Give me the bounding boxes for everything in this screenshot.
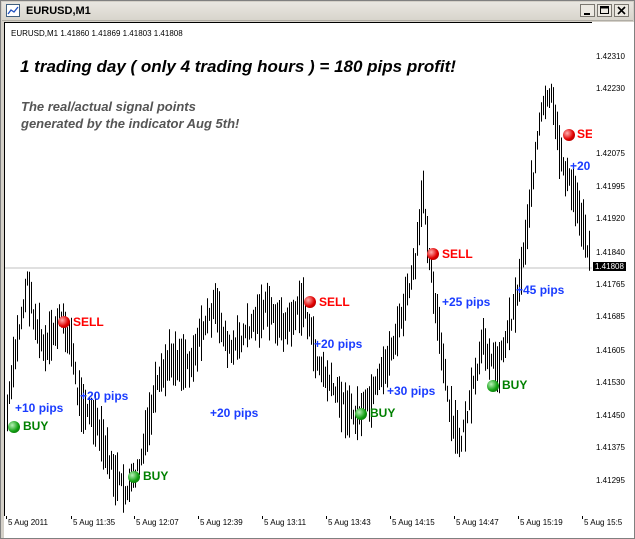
ohlc-readout: EURUSD,M1 1.41860 1.41869 1.41803 1.4180… — [11, 29, 183, 38]
sell-signal-icon — [58, 316, 70, 328]
sell-signal-label: SELL — [319, 295, 350, 309]
price-axis: 1.42310 1.42230 1.42075 1.41995 1.41920 … — [592, 22, 634, 516]
buy-signal-icon — [8, 421, 20, 433]
sell-signal-icon — [563, 129, 575, 141]
price-axis-label: 1.41375 — [596, 443, 625, 452]
time-axis-label: 5 Aug 13:43 — [328, 518, 371, 527]
buy-signal-label: BUY — [370, 406, 396, 420]
time-axis-label: 5 Aug 14:47 — [456, 518, 499, 527]
pips-label: +20 pips — [210, 406, 259, 420]
minimize-button[interactable] — [580, 4, 595, 17]
price-axis-label: 1.41295 — [596, 476, 625, 485]
buy-signal-label: BUY — [502, 378, 528, 392]
sell-signal-label: SELL — [73, 315, 104, 329]
close-button[interactable] — [614, 4, 629, 17]
note-line-1: The real/actual signal points — [21, 99, 196, 114]
pips-label: +10 pips — [15, 401, 64, 415]
ohlc-bars — [5, 83, 592, 513]
price-axis-label: 1.41840 — [596, 248, 625, 257]
time-axis-label: 5 Aug 11:35 — [73, 518, 116, 527]
time-axis-label: 5 Aug 2011 — [8, 518, 48, 527]
note-line-2: generated by the indicator Aug 5th! — [21, 116, 240, 131]
time-axis: 5 Aug 2011 5 Aug 11:35 5 Aug 12:07 5 Aug… — [4, 516, 634, 538]
maximize-icon — [600, 6, 609, 14]
maximize-button[interactable] — [597, 4, 612, 17]
price-axis-label: 1.42075 — [596, 149, 625, 158]
price-axis-label: 1.41995 — [596, 182, 625, 191]
buy-signal-icon — [355, 408, 367, 420]
price-axis-label: 1.41765 — [596, 280, 625, 289]
price-axis-label: 1.41685 — [596, 312, 625, 321]
sell-signal-label: SELL — [442, 247, 473, 261]
pips-label: +20 pips — [80, 389, 129, 403]
price-axis-label: 1.41920 — [596, 214, 625, 223]
current-price-label: 1.41808 — [593, 262, 626, 271]
price-axis-label: 1.41605 — [596, 346, 625, 355]
pips-label: +25 pips — [442, 295, 491, 309]
close-icon — [617, 6, 626, 15]
sell-signal-icon — [304, 296, 316, 308]
time-axis-label: 5 Aug 13:11 — [264, 518, 307, 527]
time-axis-label: 5 Aug 14:15 — [392, 518, 435, 527]
price-axis-label: 1.42230 — [596, 84, 625, 93]
title-bar[interactable]: EURUSD,M1 — [2, 2, 633, 21]
sell-signal-icon — [427, 248, 439, 260]
buy-signal-label: BUY — [23, 419, 49, 433]
minimize-icon — [584, 13, 590, 15]
price-axis-label: 1.41530 — [596, 378, 625, 387]
price-axis-label: 1.41450 — [596, 411, 625, 420]
time-axis-label: 5 Aug 12:39 — [200, 518, 243, 527]
time-axis-label: 5 Aug 15:5 — [584, 518, 623, 527]
pips-label: +30 pips — [387, 384, 436, 398]
buy-signal-icon — [128, 471, 140, 483]
time-axis-label: 5 Aug 15:19 — [520, 518, 563, 527]
chart-window-icon — [6, 4, 20, 17]
buy-signal-label: BUY — [143, 469, 169, 483]
headline-annotation: 1 trading day ( only 4 trading hours ) =… — [20, 57, 456, 76]
price-chart[interactable]: EURUSD,M1 1.41860 1.41869 1.41803 1.4180… — [4, 22, 618, 517]
price-axis-label: 1.42310 — [596, 52, 625, 61]
pips-label: +20 pips — [314, 337, 363, 351]
time-axis-label: 5 Aug 12:07 — [136, 518, 179, 527]
window-title: EURUSD,M1 — [26, 5, 91, 17]
buy-signal-icon — [487, 380, 499, 392]
pips-label: +45 pips — [516, 283, 565, 297]
